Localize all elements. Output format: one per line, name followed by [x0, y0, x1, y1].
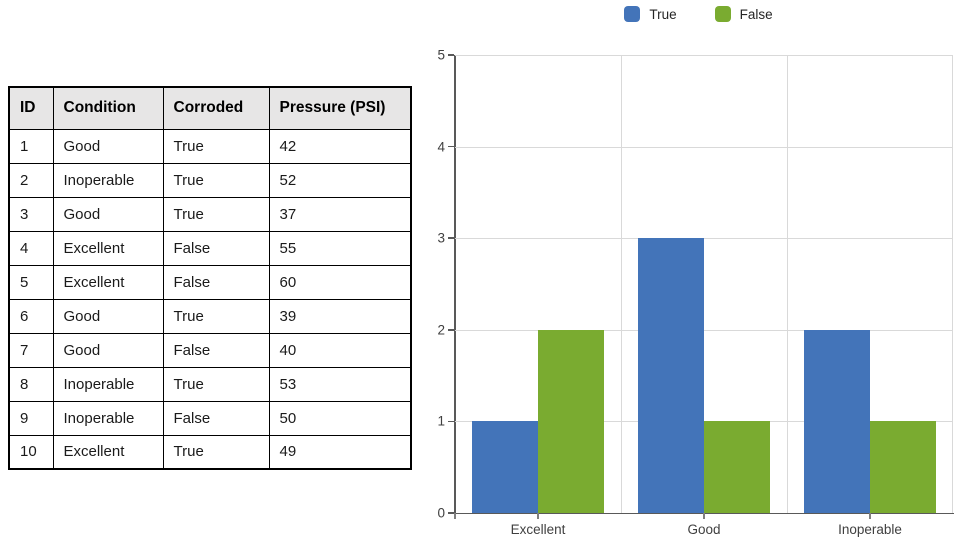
v-gridline: [620, 55, 622, 513]
h-gridline: [455, 55, 953, 56]
y-axis-tick: [448, 145, 454, 148]
x-axis-origin-tick: [454, 513, 456, 519]
table-header-row: ID Condition Corroded Pressure (PSI): [8, 86, 412, 130]
table-cell: 4: [8, 230, 54, 266]
bar-chart: True False 0 1 2 3 4 5 Excellent Good Inoperable: [430, 0, 967, 540]
table-cell: 6: [8, 298, 54, 334]
table-header-cell: Corroded: [162, 86, 270, 130]
table-cell: True: [162, 162, 270, 198]
legend-swatch-true-icon: [624, 6, 641, 22]
y-axis-tick: [448, 237, 454, 239]
table-cell: False: [162, 230, 270, 266]
table-cell: False: [162, 332, 270, 368]
table-row: 2 Inoperable True 52: [8, 162, 412, 198]
table-cell: 42: [268, 128, 412, 164]
table-row: 1 Good True 42: [8, 128, 412, 164]
bar-true-excellent: [472, 421, 538, 513]
chart-legend: True False: [430, 6, 967, 22]
table-cell: True: [162, 366, 270, 402]
table-cell: 9: [8, 400, 54, 436]
table-cell: 1: [8, 128, 54, 164]
h-gridline: [455, 146, 953, 148]
table-cell: Inoperable: [52, 366, 164, 402]
h-gridline: [455, 238, 953, 240]
table-cell: 5: [8, 264, 54, 300]
x-axis-label: Good: [687, 522, 721, 537]
x-axis-label: Excellent: [510, 522, 566, 537]
v-gridline: [786, 55, 788, 513]
table-cell: True: [162, 298, 270, 334]
table-cell: Good: [52, 128, 164, 164]
v-gridline: [952, 55, 953, 513]
table-header-cell: ID: [8, 86, 54, 130]
table-cell: Good: [52, 332, 164, 368]
table-row: 8 Inoperable True 53: [8, 366, 412, 402]
table-cell: 40: [268, 332, 412, 368]
y-axis-label: 3: [437, 230, 445, 246]
data-table-container: ID Condition Corroded Pressure (PSI) 1 Good T…: [8, 86, 412, 470]
legend-item-false: False: [714, 6, 773, 22]
h-gridline: [455, 329, 953, 331]
table-cell: False: [162, 400, 270, 436]
bar-false-inoperable: [870, 421, 936, 513]
legend-item-true: True: [624, 6, 677, 22]
x-axis-tick: [537, 513, 539, 519]
table-cell: 50: [268, 400, 412, 436]
table-cell: 10: [8, 434, 54, 470]
legend-label: False: [739, 6, 773, 22]
table-cell: 2: [8, 162, 54, 198]
table-row: 9 Inoperable False 50: [8, 400, 412, 436]
y-axis-label: 1: [437, 413, 445, 429]
table-cell: Inoperable: [52, 162, 164, 198]
chart-plot-area: 0 1 2 3 4 5 Excellent Good Inoperable: [437, 48, 954, 537]
y-axis-tick: [448, 54, 454, 56]
bar-false-excellent: [538, 329, 604, 513]
table-row: 7 Good False 40: [8, 332, 412, 368]
table-cell: Good: [52, 298, 164, 334]
table-row: 10 Excellent True 49: [8, 434, 412, 470]
y-axis-tick: [448, 512, 454, 514]
y-axis-tick: [448, 329, 454, 331]
table-cell: 7: [8, 332, 54, 368]
y-axis-line: [454, 55, 456, 517]
table-cell: Excellent: [52, 434, 164, 470]
table-cell: Excellent: [52, 230, 164, 266]
table-row: 4 Excellent False 55: [8, 230, 412, 266]
y-axis-tick: [448, 420, 454, 423]
y-axis-label: 5: [437, 47, 445, 63]
table-row: 6 Good True 39: [8, 298, 412, 334]
x-axis-label: Inoperable: [838, 522, 902, 537]
bar-true-inoperable: [804, 329, 870, 513]
table-cell: 3: [8, 196, 54, 232]
x-axis-tick: [703, 513, 705, 519]
table-header-cell: Pressure (PSI): [268, 86, 412, 130]
y-axis-label: 4: [437, 139, 445, 155]
table-row: 5 Excellent False 60: [8, 264, 412, 300]
table-cell: Good: [52, 196, 164, 232]
table-header-cell: Condition: [52, 86, 164, 130]
table-cell: True: [162, 434, 270, 470]
table-cell: True: [162, 128, 270, 164]
table-cell: 52: [268, 162, 412, 198]
table-cell: Inoperable: [52, 400, 164, 436]
table-row: 3 Good True 37: [8, 196, 412, 232]
table-cell: True: [162, 196, 270, 232]
bar-true-good: [638, 238, 704, 513]
legend-swatch-false-icon: [714, 6, 731, 22]
legend-label: True: [649, 6, 677, 22]
table-cell: 60: [268, 264, 412, 300]
table-cell: 8: [8, 366, 54, 402]
table-cell: Excellent: [52, 264, 164, 300]
table-cell: 39: [268, 298, 412, 334]
y-axis-label: 0: [437, 505, 445, 521]
y-axis-label: 2: [437, 322, 445, 338]
table-cell: 53: [268, 366, 412, 402]
table-cell: 37: [268, 196, 412, 232]
table-cell: False: [162, 264, 270, 300]
x-axis-tick: [869, 513, 871, 519]
table-cell: 49: [268, 434, 412, 470]
bar-false-good: [704, 421, 770, 513]
data-table: ID Condition Corroded Pressure (PSI) 1 Good T…: [8, 86, 412, 470]
table-cell: 55: [268, 230, 412, 266]
